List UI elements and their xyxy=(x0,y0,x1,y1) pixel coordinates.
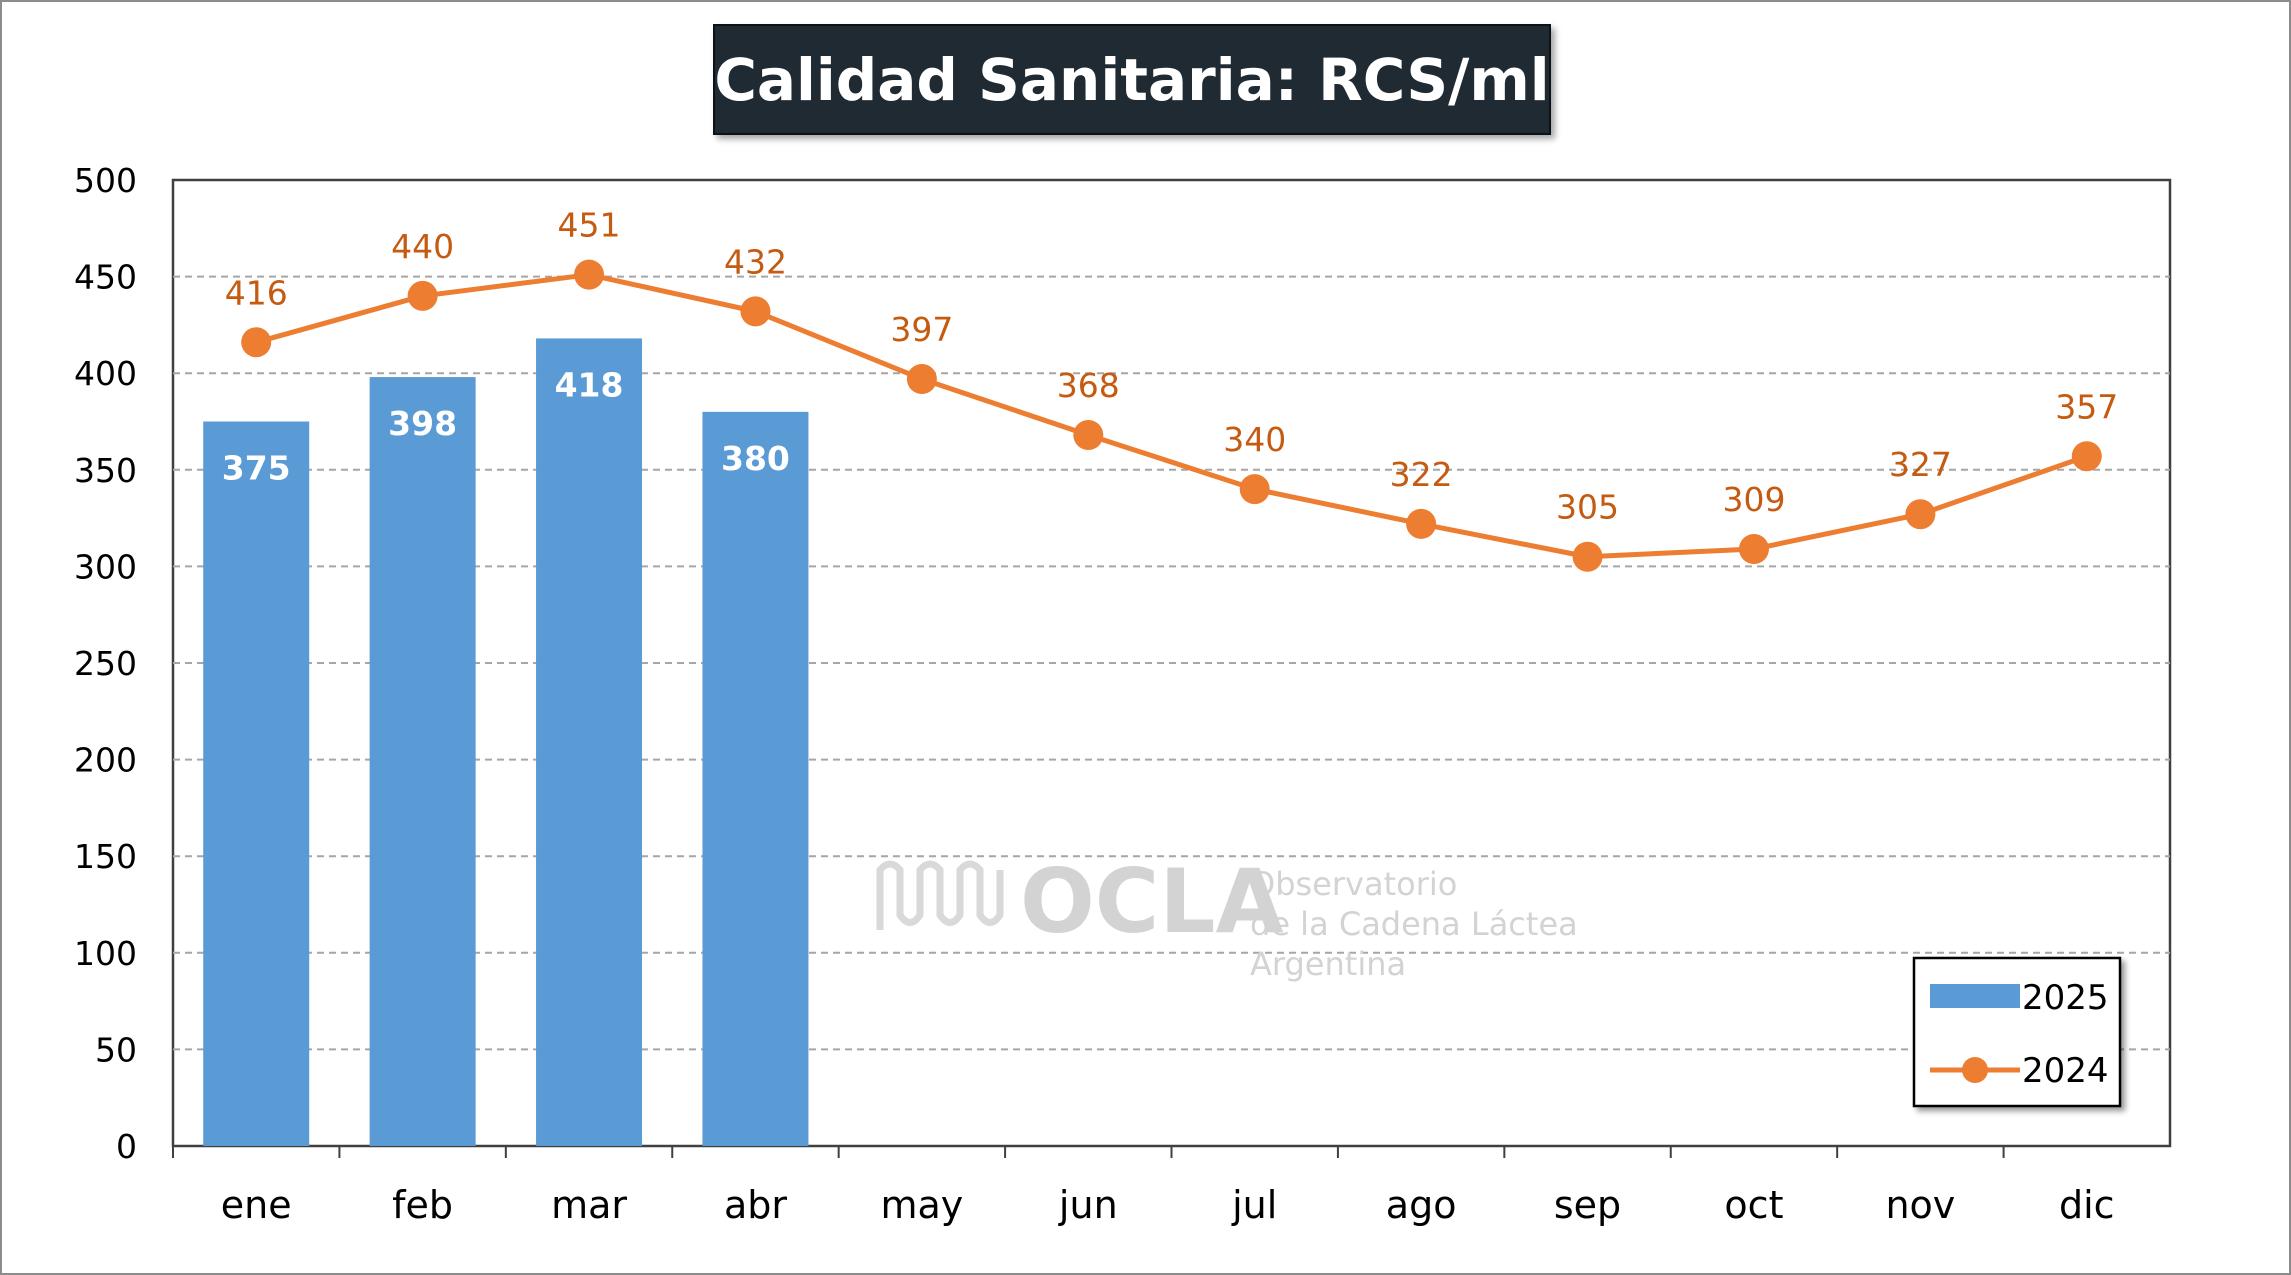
line-series-2024: 416 440 451 432 397 368 340 322 305 309 327 357 xyxy=(225,206,2118,572)
x-tick-label-sep: sep xyxy=(1554,1183,1621,1227)
line-point-sep xyxy=(1572,541,1603,572)
legend-label-2024: 2024 xyxy=(2022,1051,2109,1091)
ocla-watermark: OCLA Observatorio de la Cadena Láctea Ar… xyxy=(876,850,1578,983)
line-label-oct: 309 xyxy=(1722,480,1785,519)
x-tick-label-oct: oct xyxy=(1724,1183,1783,1227)
line-point-dic xyxy=(2071,441,2102,472)
x-tick-label-ago: ago xyxy=(1386,1183,1457,1227)
line-label-sep: 305 xyxy=(1556,488,1619,527)
line-point-ago xyxy=(1406,508,1437,539)
bar-feb xyxy=(369,377,476,1147)
y-tick-label-50: 50 xyxy=(95,1030,137,1069)
legend-swatch-bar xyxy=(1930,984,2020,1008)
y-tick-label-350: 350 xyxy=(74,451,137,490)
watermark-line2: de la Cadena Láctea xyxy=(1250,905,1578,943)
watermark-brand: OCLA xyxy=(1020,850,1284,953)
line-label-feb: 440 xyxy=(391,227,454,266)
line-label-mar: 451 xyxy=(558,206,621,245)
watermark-line1: Observatorio xyxy=(1250,865,1457,903)
y-tick-label-150: 150 xyxy=(74,837,137,876)
line-2024-path xyxy=(255,272,2088,560)
line-label-jul: 340 xyxy=(1223,420,1286,459)
legend-swatch-marker xyxy=(1962,1057,1988,1083)
y-tick-label-100: 100 xyxy=(74,934,137,973)
line-label-nov: 327 xyxy=(1889,445,1952,484)
bar-label-mar: 418 xyxy=(555,365,624,404)
y-axis-ticks: 0 50 100 150 200 250 300 350 400 450 500 xyxy=(74,161,137,1166)
y-tick-label-200: 200 xyxy=(74,741,137,780)
x-tick-label-may: may xyxy=(880,1183,963,1227)
line-label-abr: 432 xyxy=(724,242,787,281)
line-point-ene xyxy=(241,327,272,358)
x-tick-label-abr: abr xyxy=(724,1183,787,1227)
line-label-ago: 322 xyxy=(1390,455,1453,494)
line-label-may: 397 xyxy=(890,310,953,349)
watermark-line3: Argentina xyxy=(1250,945,1406,983)
x-tick-label-jul: jul xyxy=(1231,1183,1277,1227)
x-tick-label-mar: mar xyxy=(551,1183,627,1227)
bar-abr xyxy=(702,411,809,1147)
line-point-abr xyxy=(740,296,771,327)
y-tick-label-250: 250 xyxy=(74,644,137,683)
x-tick-label-jun: jun xyxy=(1058,1183,1118,1227)
y-tick-label-450: 450 xyxy=(74,258,137,297)
line-point-jul xyxy=(1239,474,1270,505)
legend-box xyxy=(1912,956,2122,1108)
line-label-jun: 368 xyxy=(1057,366,1120,405)
x-tick-label-nov: nov xyxy=(1885,1183,1955,1227)
bars-series-2025: 375 398 418 380 xyxy=(203,338,809,1147)
y-tick-label-0: 0 xyxy=(116,1127,137,1166)
y-tick-label-300: 300 xyxy=(74,547,137,586)
bar-ene xyxy=(203,421,310,1146)
y-tick-label-500: 500 xyxy=(74,161,137,200)
line-point-jun xyxy=(1073,420,1104,451)
line-point-nov xyxy=(1905,499,1936,530)
y-tick-label-400: 400 xyxy=(74,354,137,393)
line-label-dic: 357 xyxy=(2055,387,2118,426)
x-tick-label-ene: ene xyxy=(221,1183,292,1227)
line-point-feb xyxy=(407,280,438,311)
x-tick-label-feb: feb xyxy=(392,1183,453,1227)
bar-mar xyxy=(536,338,643,1146)
legend: 2025 2024 xyxy=(1912,956,2122,1108)
bar-label-abr: 380 xyxy=(721,439,790,478)
line-point-oct xyxy=(1738,534,1769,565)
chart-title-box: Calidad Sanitaria: RCS/ml xyxy=(713,24,1551,135)
gridlines xyxy=(173,275,2170,1051)
x-tick-label-dic: dic xyxy=(2059,1183,2115,1227)
line-point-mar xyxy=(574,259,605,290)
line-point-may xyxy=(906,363,937,394)
legend-label-2025: 2025 xyxy=(2022,978,2109,1018)
bar-label-ene: 375 xyxy=(222,449,291,488)
chart-title: Calidad Sanitaria: RCS/ml xyxy=(714,45,1550,114)
x-axis-ticks: ene feb mar abr may jun jul ago sep oct nov dic xyxy=(172,1146,2115,1227)
ocla-logo-icon xyxy=(876,860,1004,930)
bar-label-feb: 398 xyxy=(388,404,457,443)
line-label-ene: 416 xyxy=(225,273,288,312)
